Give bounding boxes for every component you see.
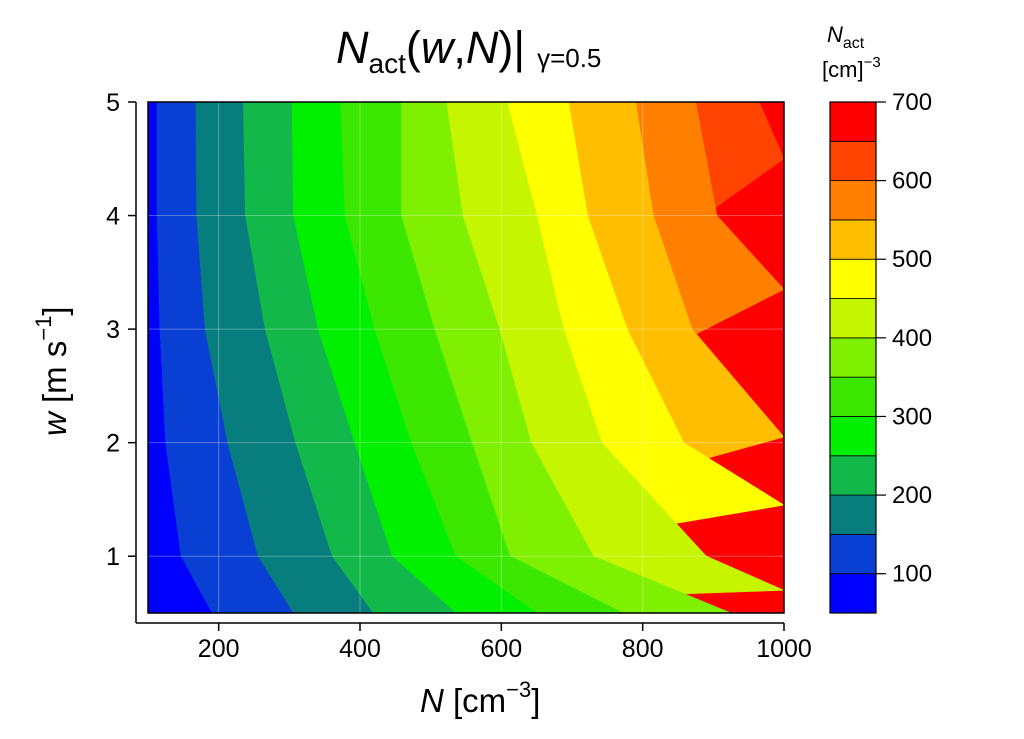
colorbar-segment-100-150 xyxy=(829,533,877,575)
title-args-open: ( xyxy=(406,22,421,73)
colorbar-segment-250-300 xyxy=(829,416,877,457)
y-label-unit-exponent: −1 xyxy=(31,316,56,341)
colorbar: 100 200 300 400 500 600 700 xyxy=(829,89,932,614)
x-tick-label-400: 400 xyxy=(339,635,381,663)
colorbar-segment-500-550 xyxy=(829,219,877,260)
colorbar-segment-400-450 xyxy=(829,298,877,339)
colorbar-tick-label-400: 400 xyxy=(892,325,932,352)
colorbar-segment-350-400 xyxy=(829,337,877,378)
y-tick-label-5: 5 xyxy=(106,89,120,117)
colorbar-title-symbol: N xyxy=(827,22,843,47)
colorbar-tick-label-600: 600 xyxy=(892,168,932,195)
title-subscript: act xyxy=(369,48,407,79)
y-axis-label: w [m s−1] xyxy=(31,306,73,436)
x-axis-label: N [cm−3] xyxy=(420,677,540,719)
colorbar-title: Nact xyxy=(827,22,865,52)
colorbar-segment-650-700 xyxy=(829,101,877,142)
title-symbol: N xyxy=(336,22,369,73)
x-axis: 200 400 600 800 1000 xyxy=(136,622,812,663)
y-label-unit-close: ] xyxy=(36,306,73,315)
colorbar-segment-600-650 xyxy=(829,140,877,182)
x-tick-label-800: 800 xyxy=(622,635,664,663)
colorbar-segment-450-500 xyxy=(829,258,877,299)
colorbar-unit: [cm]−3 xyxy=(822,54,881,82)
plot-frame xyxy=(147,101,785,614)
colorbar-tick-label-700: 700 xyxy=(892,89,932,116)
colorbar-segment-50-100 xyxy=(829,573,877,614)
colorbar-title-subscript: act xyxy=(843,35,865,52)
y-tick-label-2: 2 xyxy=(106,430,120,458)
grid xyxy=(148,102,784,613)
y-tick-label-1: 1 xyxy=(106,543,120,571)
title-args-close: )| xyxy=(498,22,525,73)
contour-plot-area xyxy=(147,101,785,614)
colorbar-segment-300-350 xyxy=(829,376,877,417)
colorbar-segment-150-200 xyxy=(829,494,877,535)
colorbar-segment-550-600 xyxy=(829,180,877,221)
colorbar-tick-label-100: 100 xyxy=(892,561,932,588)
x-label-unit: [cm xyxy=(444,682,506,719)
x-label-symbol: N xyxy=(420,682,444,719)
colorbar-tick-label-500: 500 xyxy=(892,246,932,273)
y-tick-label-3: 3 xyxy=(106,316,120,344)
y-label-symbol: w xyxy=(36,410,73,436)
colorbar-frame xyxy=(829,101,877,614)
title-condition: γ=0.5 xyxy=(537,43,601,73)
y-axis: 1 2 3 4 5 xyxy=(106,89,137,623)
y-tick-label-4: 4 xyxy=(106,203,120,231)
x-label-unit-exponent: −3 xyxy=(506,677,531,702)
colorbar-unit-exponent: −3 xyxy=(864,54,881,71)
title-arg-w: w xyxy=(421,22,456,73)
x-tick-label-1000: 1000 xyxy=(756,635,812,663)
chart-title: Nact(w,N)| γ=0.5 xyxy=(336,22,601,79)
colorbar-segment-200-250 xyxy=(829,455,877,496)
y-label-unit: [m s xyxy=(36,341,73,413)
x-tick-label-600: 600 xyxy=(480,635,522,663)
x-tick-label-200: 200 xyxy=(198,635,240,663)
colorbar-tick-label-200: 200 xyxy=(892,482,932,509)
colorbar-tick-label-300: 300 xyxy=(892,403,932,430)
x-label-unit-close: ] xyxy=(531,682,540,719)
colorbar-unit-base: [cm] xyxy=(822,57,864,82)
title-arg-n: N xyxy=(466,22,499,73)
title-comma: , xyxy=(453,22,466,73)
